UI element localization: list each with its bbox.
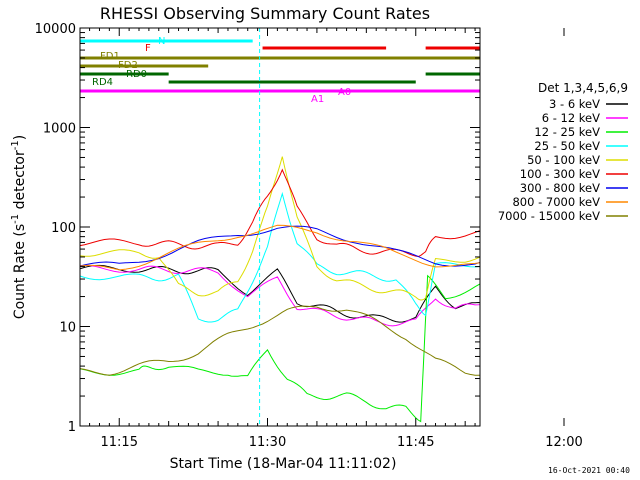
- chart-title: RHESSI Observing Summary Count Rates: [100, 4, 430, 23]
- series-line-7: [79, 224, 481, 271]
- legend-label-6: 300 - 800 keV: [520, 181, 600, 195]
- series-line-5: [79, 165, 481, 257]
- series-line-4: [79, 146, 481, 301]
- y-tick-label-0: 1: [68, 420, 76, 435]
- series-line-1: [79, 82, 481, 327]
- x-tick-label-3: 12:00: [545, 435, 582, 450]
- series-layer: [79, 82, 481, 423]
- flag-label-5: RD4: [92, 77, 113, 88]
- legend-label-2: 12 - 25 keV: [534, 125, 600, 139]
- axes-layer: 11:1511:3011:4512:0012:1512:3012:4511010…: [35, 22, 583, 450]
- x-axis-label: Start Time (18-Mar-04 11:11:02): [170, 456, 397, 472]
- flag-label-1: F: [145, 43, 151, 54]
- series-line-8: [79, 300, 481, 376]
- y-tick-label-1: 10: [59, 321, 76, 336]
- legend-label-4: 50 - 100 keV: [527, 153, 600, 167]
- legend-label-8: 7000 - 15000 keV: [498, 209, 600, 223]
- legend-label-1: 6 - 12 keV: [542, 111, 600, 125]
- flag-label-4: RD0: [126, 69, 147, 80]
- plot-frame: [79, 27, 481, 427]
- y-axis-label-mid: detector: [12, 150, 28, 214]
- flag-label-6: A1: [311, 94, 324, 105]
- y-tick-label-3: 1000: [43, 122, 76, 137]
- x-tick-label-0: 11:15: [101, 435, 138, 450]
- vertical-markers-layer: [259, 28, 261, 426]
- flag-label-2: FD1: [100, 51, 120, 62]
- legend-label-7: 800 - 7000 keV: [512, 195, 600, 209]
- y-axis-label-sup2: -1: [10, 140, 21, 150]
- y-tick-label-2: 100: [51, 221, 76, 236]
- flag-label-7: A0: [338, 87, 351, 98]
- legend-label-5: 100 - 300 keV: [520, 167, 600, 181]
- x-tick-label-1: 11:30: [249, 435, 286, 450]
- y-axis-label-sup1: -1: [10, 214, 21, 224]
- y-axis-label-main: Count Rate (s: [12, 224, 28, 319]
- y-axis-label-end: ): [12, 135, 28, 140]
- series-line-2: [79, 166, 481, 423]
- generation-timestamp: 16-Oct-2021 00:40: [548, 466, 630, 475]
- y-tick-label-4: 10000: [35, 22, 76, 37]
- flag-label-0: N: [158, 36, 165, 47]
- y-axis-label: Count Rate (s-1 detector-1): [10, 135, 28, 319]
- x-tick-label-2: 11:45: [397, 435, 434, 450]
- flag-bars-layer: NFFD1FD2RD0RD4A1A0A1A0: [80, 36, 480, 105]
- legend-label-0: 3 - 6 keV: [549, 97, 600, 111]
- legend-label-3: 25 - 50 keV: [534, 139, 600, 153]
- legend-title: Det 1,3,4,5,6,9: [538, 81, 628, 95]
- flag-label-3: FD2: [118, 60, 138, 71]
- series-line-0: [79, 94, 481, 336]
